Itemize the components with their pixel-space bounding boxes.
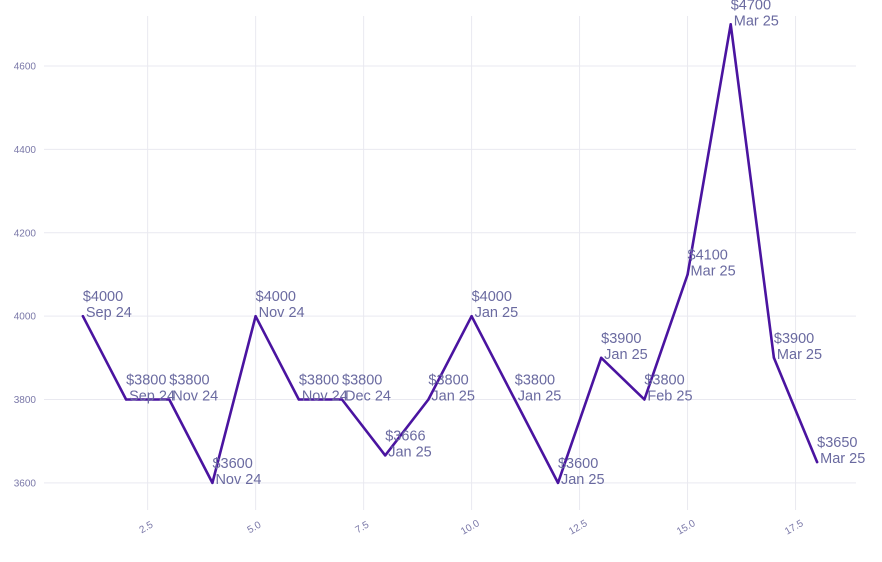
data-point	[686, 273, 689, 276]
date-label: Sep 24	[129, 389, 175, 405]
data-point	[211, 481, 214, 485]
date-label: Mar 25	[820, 451, 865, 467]
data-point	[643, 398, 646, 401]
data-point	[815, 460, 819, 464]
date-label: Jan 25	[475, 305, 519, 321]
data-point	[470, 314, 473, 318]
data-point	[297, 398, 301, 401]
y-tick-label: 4200	[14, 228, 37, 239]
date-label: Nov 24	[302, 389, 348, 405]
price-label: $4000	[256, 289, 296, 305]
date-label: Nov 24	[259, 305, 305, 321]
price-label: $4000	[472, 289, 512, 305]
series-line-price	[81, 22, 819, 485]
y-tick-label: 4400	[14, 145, 37, 156]
data-point	[168, 398, 171, 401]
price-label: $3900	[774, 331, 814, 347]
data-point	[254, 314, 257, 318]
price-label: $3800	[644, 373, 684, 389]
y-tick-label: 4600	[14, 62, 37, 73]
price-label: $3800	[428, 373, 468, 389]
data-point	[427, 398, 430, 401]
data-point	[124, 398, 128, 401]
date-label: Mar 25	[734, 13, 779, 29]
price-label: $4000	[83, 289, 123, 305]
date-label: Mar 25	[777, 347, 822, 363]
price-label: $3800	[126, 373, 166, 389]
price-label: $3800	[169, 373, 209, 389]
date-label: Nov 24	[215, 472, 261, 488]
date-label: Sep 24	[86, 305, 132, 321]
price-label: $3600	[558, 456, 598, 472]
price-label: $3800	[299, 373, 339, 389]
data-point	[556, 481, 560, 485]
grid	[44, 16, 856, 510]
date-label: Feb 25	[647, 389, 692, 405]
date-label: Jan 25	[518, 389, 562, 405]
price-label: $3650	[817, 435, 857, 451]
data-point	[729, 23, 732, 26]
data-point	[340, 398, 344, 401]
data-point	[513, 398, 516, 401]
price-label: $3900	[601, 331, 641, 347]
price-label: $3666	[385, 428, 425, 444]
price-label: $4100	[688, 247, 728, 263]
y-tick-label: 3800	[14, 395, 37, 406]
data-point	[384, 454, 387, 457]
y-tick-label: 3600	[14, 478, 37, 489]
data-point	[599, 356, 603, 360]
series-price	[81, 22, 819, 485]
price-label: $4700	[731, 0, 771, 13]
date-label: Jan 25	[561, 472, 605, 488]
date-label: Nov 24	[172, 389, 218, 405]
date-label: Mar 25	[691, 263, 736, 279]
data-point	[81, 314, 85, 318]
date-label: Jan 25	[604, 347, 648, 363]
date-label: Jan 25	[431, 389, 475, 405]
data-point	[772, 356, 776, 360]
price-label: $3600	[212, 456, 252, 472]
price-label: $3800	[342, 373, 382, 389]
date-label: Dec 24	[345, 389, 391, 405]
y-tick-label: 4000	[14, 312, 37, 323]
date-label: Jan 25	[388, 444, 432, 460]
price-label: $3800	[515, 373, 555, 389]
